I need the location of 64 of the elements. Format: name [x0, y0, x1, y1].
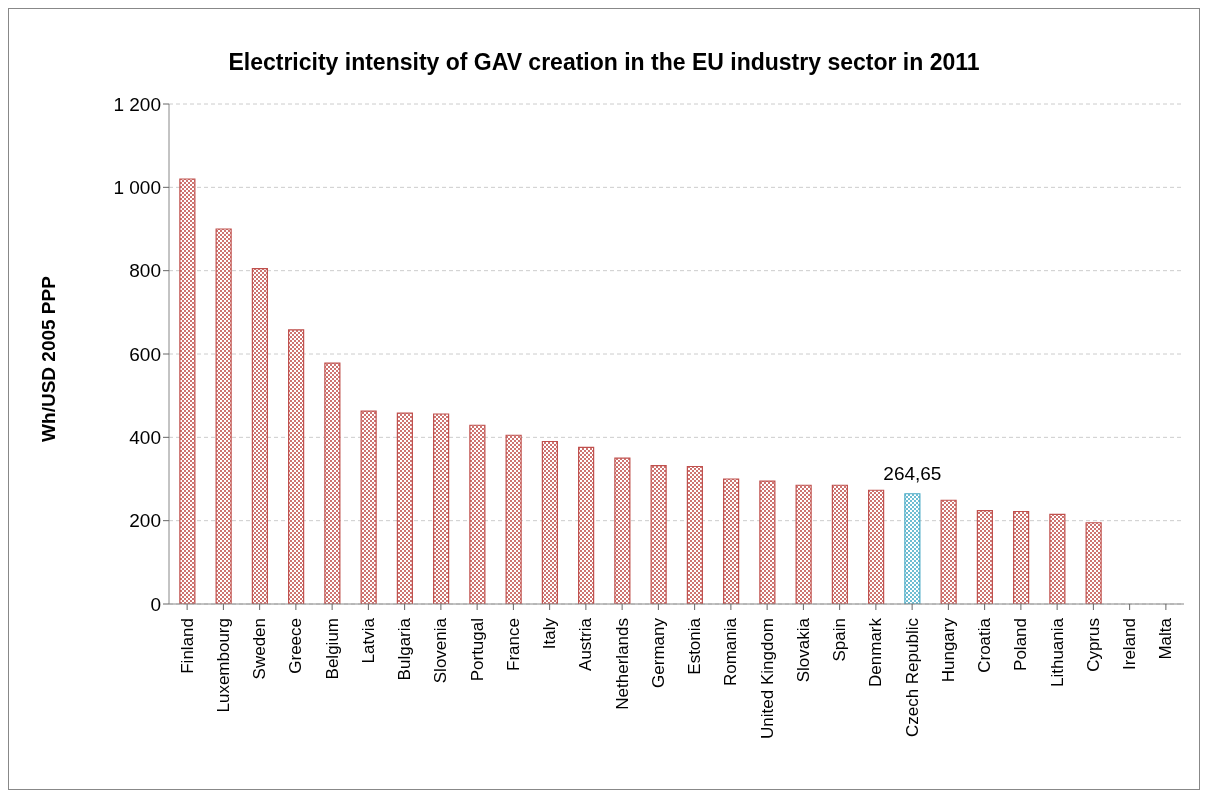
bar	[215, 228, 232, 604]
y-tick-label: 400	[129, 427, 161, 449]
x-tick-label: Austria	[576, 617, 596, 671]
x-tick-label: Portugal	[467, 618, 487, 682]
x-tick-label: Sweden	[250, 618, 270, 680]
x-tick-label: Hungary	[938, 617, 958, 683]
bar	[433, 413, 450, 604]
bar	[614, 457, 631, 604]
bar	[686, 465, 703, 604]
bar	[541, 440, 558, 604]
y-axis-title: Wh/USD 2005 PPP	[38, 276, 60, 442]
bar	[396, 412, 413, 604]
chart-title: Electricity intensity of GAV creation in the EU industry sector in 2011	[227, 49, 981, 76]
x-tick-label: Denmark	[866, 617, 886, 687]
x-tick-label: Belgium	[322, 618, 342, 680]
x-tick-label: Czech Republic	[902, 617, 922, 738]
bar	[1013, 510, 1030, 604]
bar	[578, 446, 595, 604]
bar	[288, 329, 305, 604]
y-tick-label: 1 000	[113, 177, 161, 199]
x-tick-label: Estonia	[685, 617, 705, 675]
bar	[1085, 522, 1102, 604]
bar	[505, 434, 522, 604]
bar	[324, 362, 341, 604]
y-tick-label: 200	[129, 510, 161, 532]
bar	[759, 480, 776, 604]
bar	[723, 478, 740, 604]
x-tick-label: Finland	[177, 618, 197, 674]
x-tick-label: Romania	[721, 617, 741, 687]
bar	[868, 489, 885, 604]
data-label: 264,65	[883, 462, 942, 484]
x-tick-label: Slovenia	[431, 617, 451, 684]
bar	[976, 510, 993, 604]
x-tick-label: Italy	[540, 617, 560, 650]
bar	[469, 424, 486, 604]
bar	[831, 484, 848, 604]
x-tick-label: Greece	[286, 618, 306, 674]
x-tick-label: Germany	[648, 617, 668, 688]
bar	[251, 267, 268, 604]
bar	[795, 484, 812, 604]
x-tick-label: Lithuania	[1047, 617, 1067, 688]
x-tick-label: Bulgaria	[395, 617, 415, 681]
bar	[360, 410, 377, 604]
bar	[940, 499, 957, 604]
bar	[179, 178, 196, 604]
x-tick-label: Cyprus	[1083, 618, 1103, 672]
x-tick-label: Ireland	[1120, 618, 1140, 670]
x-tick-label: Croatia	[975, 617, 995, 673]
y-tick-label: 0	[150, 593, 161, 615]
x-tick-label: Spain	[830, 618, 850, 662]
y-tick-label: 800	[129, 260, 161, 282]
x-tick-label: Slovakia	[793, 617, 813, 683]
bar	[650, 465, 667, 604]
x-tick-label: Latvia	[358, 617, 378, 664]
bar	[904, 493, 921, 604]
x-tick-label: Luxembourg	[213, 618, 233, 713]
y-tick-label: 600	[129, 343, 161, 365]
x-tick-label: Netherlands	[612, 618, 632, 710]
bar	[1049, 513, 1066, 604]
x-tick-label: Poland	[1011, 618, 1031, 671]
x-tick-label: Malta	[1156, 617, 1176, 660]
x-tick-label: United Kingdom	[757, 618, 777, 739]
y-tick-label: 1 200	[113, 93, 161, 115]
x-tick-label: France	[503, 618, 523, 671]
